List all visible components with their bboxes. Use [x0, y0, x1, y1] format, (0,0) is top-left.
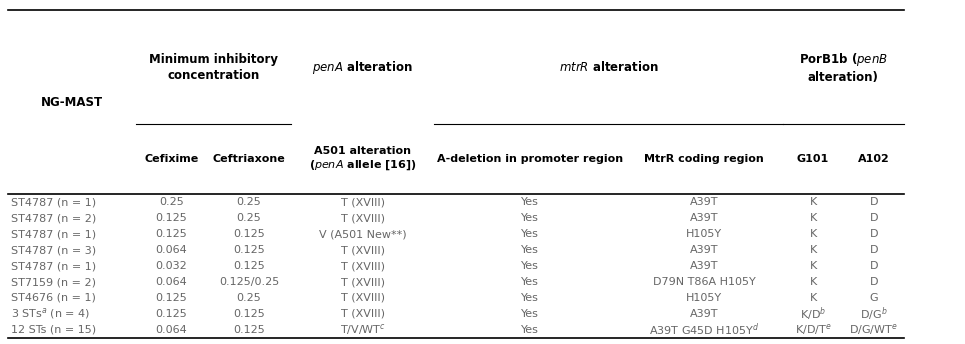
- Text: Yes: Yes: [521, 261, 538, 271]
- Text: ST7159 (n = 2): ST7159 (n = 2): [11, 277, 96, 287]
- Text: T (XVIII): T (XVIII): [341, 309, 385, 319]
- Text: 0.25: 0.25: [159, 197, 183, 207]
- Text: D/G/WT$^{e}$: D/G/WT$^{e}$: [849, 322, 898, 337]
- Text: K: K: [810, 261, 816, 271]
- Text: K: K: [810, 213, 816, 223]
- Text: D/G$^{b}$: D/G$^{b}$: [860, 305, 888, 323]
- Text: MtrR coding region: MtrR coding region: [644, 154, 764, 164]
- Text: T (XVIII): T (XVIII): [341, 261, 385, 271]
- Text: K/D/T$^{e}$: K/D/T$^{e}$: [794, 322, 832, 337]
- Text: ST4787 (n = 2): ST4787 (n = 2): [11, 213, 96, 223]
- Text: A102: A102: [858, 154, 890, 164]
- Text: Yes: Yes: [521, 293, 538, 303]
- Text: Minimum inhibitory
concentration: Minimum inhibitory concentration: [150, 53, 278, 82]
- Text: ST4787 (n = 3): ST4787 (n = 3): [11, 245, 96, 255]
- Text: 12 STs (n = 15): 12 STs (n = 15): [11, 325, 96, 335]
- Text: Yes: Yes: [521, 325, 538, 335]
- Text: T (XVIII): T (XVIII): [341, 197, 385, 207]
- Text: D: D: [869, 261, 878, 271]
- Text: T (XVIII): T (XVIII): [341, 245, 385, 255]
- Text: T (XVIII): T (XVIII): [341, 277, 385, 287]
- Text: A39T: A39T: [690, 261, 718, 271]
- Text: D79N T86A H105Y: D79N T86A H105Y: [652, 277, 756, 287]
- Text: A-deletion in promoter region: A-deletion in promoter region: [437, 154, 622, 164]
- Text: A39T G45D H105Y$^{d}$: A39T G45D H105Y$^{d}$: [648, 322, 759, 338]
- Text: K: K: [810, 245, 816, 255]
- Text: Yes: Yes: [521, 213, 538, 223]
- Text: 0.125: 0.125: [234, 325, 264, 335]
- Text: 0.064: 0.064: [155, 325, 187, 335]
- Text: 0.125: 0.125: [234, 261, 264, 271]
- Text: K/D$^{b}$: K/D$^{b}$: [800, 305, 826, 323]
- Text: 0.125: 0.125: [234, 229, 264, 239]
- Text: G101: G101: [797, 154, 829, 164]
- Text: Yes: Yes: [521, 277, 538, 287]
- Text: NG-MAST: NG-MAST: [41, 96, 103, 109]
- Text: 0.032: 0.032: [155, 261, 187, 271]
- Text: Ceftriaxone: Ceftriaxone: [212, 154, 286, 164]
- Text: 0.25: 0.25: [236, 293, 262, 303]
- Text: Yes: Yes: [521, 229, 538, 239]
- Text: 0.064: 0.064: [155, 277, 187, 287]
- Text: ST4787 (n = 1): ST4787 (n = 1): [11, 197, 96, 207]
- Text: 0.125: 0.125: [155, 229, 187, 239]
- Text: 0.125: 0.125: [234, 245, 264, 255]
- Text: 0.25: 0.25: [236, 213, 262, 223]
- Text: 0.125: 0.125: [155, 293, 187, 303]
- Text: A501 alteration
($\it{penA}$ allele [16]): A501 alteration ($\it{penA}$ allele [16]…: [309, 146, 417, 172]
- Text: ST4787 (n = 1): ST4787 (n = 1): [11, 261, 96, 271]
- Text: 0.125/0.25: 0.125/0.25: [219, 277, 279, 287]
- Text: PorB1b ($\it{penB}$
alteration): PorB1b ($\it{penB}$ alteration): [799, 51, 888, 84]
- Text: D: D: [869, 213, 878, 223]
- Text: D: D: [869, 245, 878, 255]
- Text: T (XVIII): T (XVIII): [341, 293, 385, 303]
- Text: A39T: A39T: [690, 213, 718, 223]
- Text: K: K: [810, 277, 816, 287]
- Text: ST4676 (n = 1): ST4676 (n = 1): [11, 293, 96, 303]
- Text: T (XVIII): T (XVIII): [341, 213, 385, 223]
- Text: $\it{penA}$ alteration: $\it{penA}$ alteration: [313, 58, 413, 76]
- Text: V (A501 New**): V (A501 New**): [319, 229, 406, 239]
- Text: $\it{mtrR}$ alteration: $\it{mtrR}$ alteration: [559, 60, 658, 74]
- Text: 0.25: 0.25: [236, 197, 262, 207]
- Text: A39T: A39T: [690, 309, 718, 319]
- Text: G: G: [869, 293, 878, 303]
- Text: K: K: [810, 229, 816, 239]
- Text: H105Y: H105Y: [686, 293, 722, 303]
- Text: 3 STs$^{a}$ (n = 4): 3 STs$^{a}$ (n = 4): [11, 307, 90, 321]
- Text: T/V/WT$^{c}$: T/V/WT$^{c}$: [340, 322, 386, 337]
- Text: K: K: [810, 293, 816, 303]
- Text: A39T: A39T: [690, 245, 718, 255]
- Text: A39T: A39T: [690, 197, 718, 207]
- Text: Yes: Yes: [521, 197, 538, 207]
- Text: K: K: [810, 197, 816, 207]
- Text: Cefixime: Cefixime: [144, 154, 199, 164]
- Text: 0.125: 0.125: [234, 309, 264, 319]
- Text: 0.064: 0.064: [155, 245, 187, 255]
- Text: D: D: [869, 197, 878, 207]
- Text: 0.125: 0.125: [155, 309, 187, 319]
- Text: ST4787 (n = 1): ST4787 (n = 1): [11, 229, 96, 239]
- Text: D: D: [869, 277, 878, 287]
- Text: D: D: [869, 229, 878, 239]
- Text: H105Y: H105Y: [686, 229, 722, 239]
- Text: Yes: Yes: [521, 245, 538, 255]
- Text: Yes: Yes: [521, 309, 538, 319]
- Text: 0.125: 0.125: [155, 213, 187, 223]
